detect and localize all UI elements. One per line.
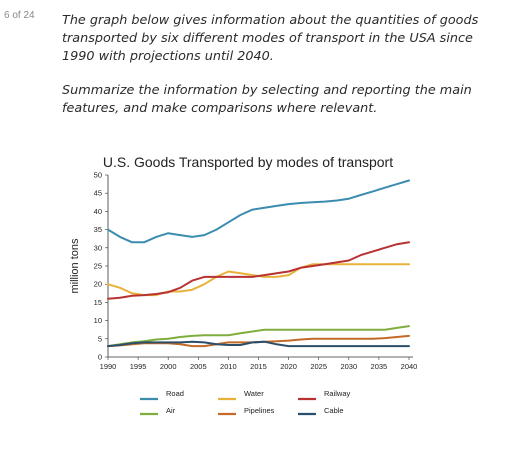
legend-label-pipelines: Pipelines (244, 406, 275, 415)
y-tick-label: 50 (94, 171, 102, 180)
x-tick-label: 2030 (340, 362, 357, 371)
legend-label-water: Water (244, 389, 264, 398)
x-tick-label: 2020 (280, 362, 297, 371)
page-counter: 6 of 24 (4, 10, 35, 21)
y-tick-label: 35 (94, 225, 102, 234)
x-tick-label: 2000 (160, 362, 177, 371)
legend-label-railway: Railway (324, 389, 351, 398)
task-paragraph-2: Summarize the information by selecting a… (62, 83, 472, 116)
series-line-pipelines (107, 334, 410, 348)
series-line-cable (107, 340, 410, 348)
y-tick-label: 0 (98, 353, 102, 362)
y-ticks: 0 5 10 15 20 25 30 35 40 45 50 (94, 171, 108, 362)
y-tick-label: 15 (94, 298, 102, 307)
series-lines (107, 179, 410, 348)
legend-label-road: Road (166, 389, 184, 398)
y-tick-label: 10 (94, 316, 102, 325)
y-axis-label: million tons (69, 238, 81, 294)
x-tick-label: 2040 (401, 362, 418, 371)
x-tick-label: 2010 (220, 362, 237, 371)
x-tick-label: 1995 (130, 362, 147, 371)
y-tick-label: 40 (94, 207, 102, 216)
x-ticks: 1990 1995 2000 2005 2010 2015 2020 2025 2030 2035… (100, 357, 418, 371)
x-tick-label: 1990 (100, 362, 117, 371)
y-tick-label: 25 (94, 262, 102, 271)
x-tick-label: 2025 (310, 362, 327, 371)
x-tick-label: 2005 (190, 362, 207, 371)
y-tick-label: 20 (94, 280, 102, 289)
legend-label-air: Air (166, 406, 176, 415)
task-paragraph-1: The graph below gives information about … (62, 13, 479, 64)
legend: Road Water Railway Air Pipelines Cable (140, 389, 351, 416)
series-line-road (107, 179, 410, 244)
chart-title: U.S. Goods Transported by modes of trans… (103, 154, 393, 170)
legend-label-cable: Cable (324, 406, 344, 415)
x-tick-label: 2035 (371, 362, 388, 371)
y-tick-label: 30 (94, 243, 102, 252)
task-prompt: The graph below gives information about … (62, 12, 502, 134)
series-line-water (107, 263, 410, 297)
x-tick-label: 2015 (250, 362, 267, 371)
y-tick-label: 5 (98, 334, 102, 343)
y-tick-label: 45 (94, 189, 102, 198)
series-line-railway (107, 241, 410, 300)
series-line-air (107, 325, 410, 348)
